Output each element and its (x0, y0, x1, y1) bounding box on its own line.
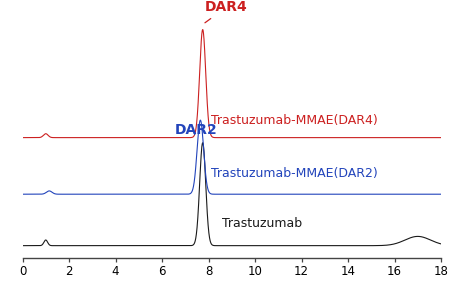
Text: DAR4: DAR4 (205, 0, 248, 23)
Text: DAR2: DAR2 (175, 123, 217, 137)
Text: Trastuzumab-MMAE(DAR2): Trastuzumab-MMAE(DAR2) (211, 167, 378, 180)
Text: Trastuzumab-MMAE(DAR4): Trastuzumab-MMAE(DAR4) (211, 114, 378, 127)
Text: Trastuzumab: Trastuzumab (222, 217, 302, 230)
